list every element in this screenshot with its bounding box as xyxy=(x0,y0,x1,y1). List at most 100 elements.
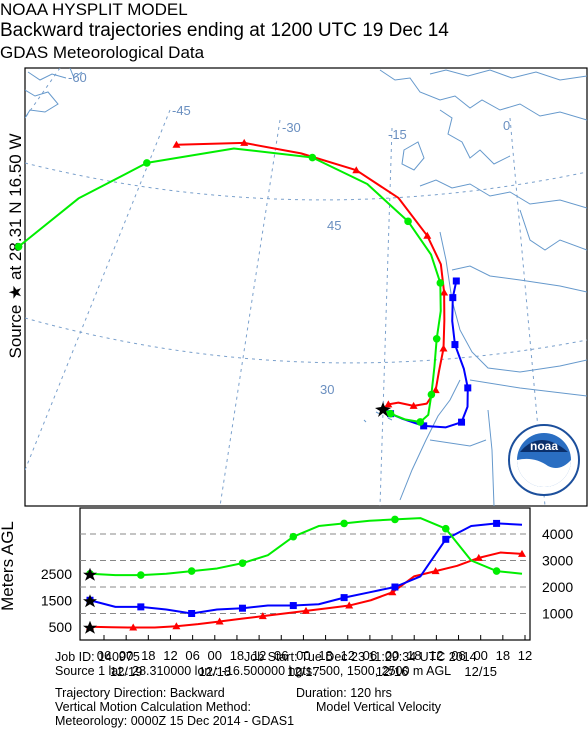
hour-tick-label: 00 xyxy=(208,648,222,663)
map-trajectory-point xyxy=(423,231,432,239)
date-label: 12/19 xyxy=(110,664,143,679)
hour-tick-label: 00 xyxy=(385,648,399,663)
height-trajectory-point xyxy=(187,567,196,575)
height-trajectory-green xyxy=(83,515,523,581)
map-trajectory-point xyxy=(409,401,418,409)
lat-label-45: 45 xyxy=(327,218,341,233)
map-trajectory-point xyxy=(436,279,445,287)
map-trajectory-point xyxy=(386,409,395,418)
height-trajectory-point xyxy=(493,519,501,527)
lon-15-line xyxy=(379,127,393,506)
height-trajectory-point xyxy=(258,612,267,620)
lon-label-45: -45 xyxy=(172,103,191,118)
hour-tick-label: 12 xyxy=(163,648,177,663)
vertical-motion-label: Vertical Motion Calculation Method: xyxy=(55,700,251,714)
hour-tick-label: 12 xyxy=(341,648,355,663)
source-info: Source 1 lat.: 28.310000 lon.: -16.50000… xyxy=(55,664,452,678)
map-trajectory-point xyxy=(458,418,466,426)
map-trajectory-red xyxy=(172,138,449,410)
height-trajectory-blue xyxy=(83,519,523,617)
trajectory-direction: Trajectory Direction: Backward xyxy=(55,686,225,700)
hour-tick-label: 06 xyxy=(185,648,199,663)
source-star-icon xyxy=(375,402,391,417)
hour-tick-label: 00 xyxy=(119,648,133,663)
hour-tick-label: 06 xyxy=(97,648,111,663)
hour-tick-label: 18 xyxy=(318,648,332,663)
start-height-label: 500 xyxy=(49,619,73,635)
height-trajectory-point xyxy=(431,567,440,575)
height-trajectory-point xyxy=(391,515,399,524)
map-trajectory-point xyxy=(432,334,441,343)
height-trajectory-point xyxy=(492,567,501,575)
map-panel: -60 -45 -30 -15 0 45 30 noaa xyxy=(14,67,588,507)
height-trajectory-point xyxy=(340,519,348,528)
height-tick-label: 1000 xyxy=(542,606,573,622)
map-trajectory-point xyxy=(452,277,460,285)
date-label: 12/17 xyxy=(287,664,320,679)
height-trajectory-point xyxy=(391,583,399,591)
map-trajectory-point xyxy=(404,217,412,226)
hour-tick-label: 00 xyxy=(296,648,310,663)
height-trajectory-point xyxy=(441,524,450,533)
map-trajectory-point xyxy=(439,344,448,352)
job-start: Job Start: Tue Dec 23 11:29:34 UTC 2014 xyxy=(244,650,477,664)
hour-tick-label: 06 xyxy=(274,648,288,663)
lon-label-15: -15 xyxy=(388,127,407,142)
height-tick-label: 4000 xyxy=(542,526,573,542)
height-trajectory-point xyxy=(289,532,298,541)
height-trajectory-point xyxy=(474,553,483,561)
map-trajectory-point xyxy=(240,138,249,146)
hour-tick-label: 12 xyxy=(429,648,443,663)
height-trajectory-point xyxy=(172,622,181,630)
height-trajectory-point xyxy=(238,559,247,567)
chart-title: Backward trajectories ending at 1200 UTC… xyxy=(0,20,449,41)
map-trajectory-point xyxy=(464,384,472,392)
height-trajectory-point xyxy=(238,604,246,612)
height-start-star-icon xyxy=(83,567,97,581)
height-trajectory-point xyxy=(129,623,138,631)
map-trajectory-point xyxy=(172,140,181,148)
height-trajectory-point xyxy=(345,601,354,609)
height-tick-label: 2000 xyxy=(542,579,573,595)
map-trajectory-point xyxy=(431,386,440,394)
map-trajectory-point xyxy=(451,341,459,349)
map-trajectory-green xyxy=(14,147,445,426)
start-height-label: 2500 xyxy=(41,566,72,582)
date-label: 12/16 xyxy=(376,664,409,679)
height-trajectory-line xyxy=(89,522,523,615)
map-trajectory-point xyxy=(416,418,425,426)
lon-label-0: 0 xyxy=(503,118,510,133)
map-frame xyxy=(24,67,588,507)
map-trajectory-point xyxy=(420,422,428,430)
height-trajectory-point xyxy=(137,571,145,579)
lat-45-line xyxy=(25,162,587,201)
duration: Duration: 120 hrs xyxy=(296,686,392,700)
height-trajectory-point xyxy=(518,549,526,557)
hour-tick-label: 12 xyxy=(518,648,532,663)
height-trajectory-point xyxy=(388,588,397,596)
hour-tick-label: 18 xyxy=(496,648,510,663)
height-trajectory-line xyxy=(89,517,523,577)
height-trajectory-point xyxy=(215,617,224,625)
map-trajectory-point xyxy=(449,294,457,302)
noaa-logo: noaa xyxy=(508,424,580,496)
hour-tick-label: 06 xyxy=(363,648,377,663)
hour-tick-label: 06 xyxy=(451,648,465,663)
height-trajectory-point xyxy=(289,602,297,610)
map-trajectory-point xyxy=(352,166,361,174)
lon-label-60: -60 xyxy=(68,70,87,85)
map-trajectory-point xyxy=(14,242,23,251)
map-trajectory-point xyxy=(308,153,317,162)
noaa-logo-text: noaa xyxy=(530,439,558,453)
vertical-motion-value: Model Vertical Velocity xyxy=(316,700,442,714)
height-trajectory-point xyxy=(302,606,310,614)
map-trajectory-point xyxy=(440,288,449,296)
coastlines xyxy=(25,68,587,506)
date-label: 12/15 xyxy=(464,664,497,679)
data-source-title: GDAS Meteorological Data xyxy=(0,43,205,62)
height-start-star-icon xyxy=(83,594,97,608)
map-trajectory-point xyxy=(384,400,393,408)
start-height-label: 1500 xyxy=(41,592,72,608)
lon-45-line xyxy=(25,109,171,471)
map-trajectory-point xyxy=(427,390,436,399)
